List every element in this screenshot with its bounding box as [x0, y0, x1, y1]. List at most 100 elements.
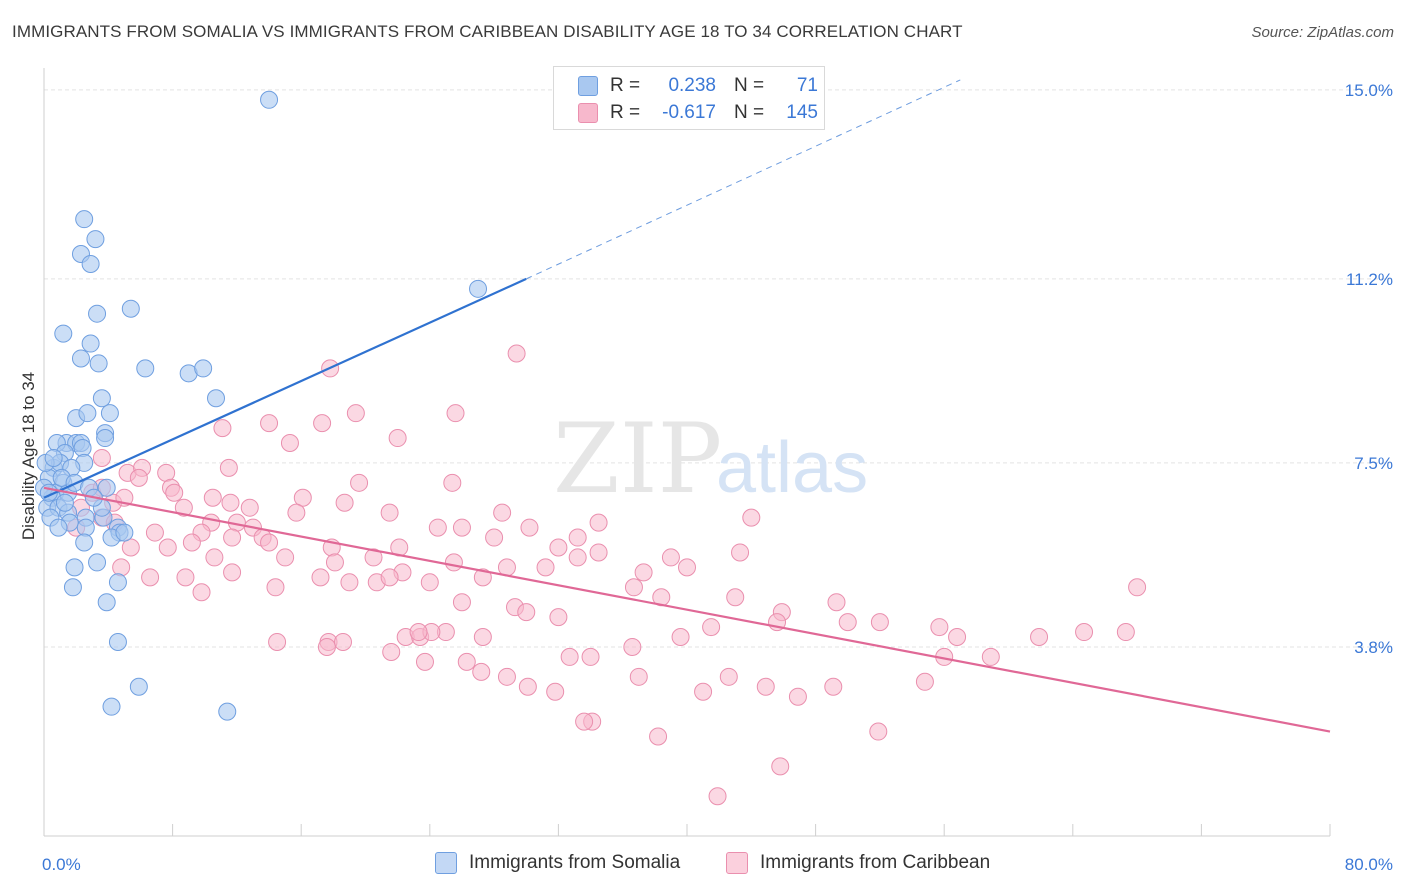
caribbean-point	[581, 647, 600, 666]
caribbean-point	[788, 687, 807, 706]
caribbean-point	[452, 518, 471, 537]
somalia-point	[49, 518, 68, 537]
caribbean-point	[824, 677, 843, 696]
caribbean-point	[240, 498, 259, 517]
legend-n-value: 71	[796, 75, 818, 96]
legend-r-value: -0.617	[662, 102, 716, 123]
caribbean-point	[719, 667, 738, 686]
somalia-point	[88, 553, 107, 572]
somalia-point	[115, 523, 134, 542]
legend-label-caribbean: Immigrants from Caribbean	[760, 852, 991, 873]
caribbean-point	[507, 344, 526, 363]
caribbean-point	[473, 568, 492, 587]
somalia-point	[129, 677, 148, 696]
x-tick-label: 0.0%	[42, 855, 81, 874]
caribbean-point	[869, 722, 888, 741]
caribbean-point	[634, 563, 653, 582]
caribbean-point	[520, 518, 539, 537]
caribbean-point	[158, 538, 177, 557]
watermark-zip: ZIP	[553, 403, 722, 515]
caribbean-point	[346, 404, 365, 423]
somalia-point	[86, 230, 105, 249]
caribbean-point	[382, 642, 401, 661]
caribbean-point	[165, 483, 184, 502]
caribbean-point	[771, 757, 790, 776]
x-tick-label: 80.0%	[1345, 855, 1393, 874]
caribbean-point	[546, 682, 565, 701]
somalia-trend-line	[43, 277, 527, 499]
chart-title: IMMIGRANTS FROM SOMALIA VS IMMIGRANTS FR…	[12, 22, 963, 41]
somalia-point	[89, 354, 108, 373]
somalia-point	[260, 90, 279, 109]
caribbean-point	[350, 473, 369, 492]
legend-n-label: N =	[734, 75, 765, 96]
somalia-point	[194, 359, 213, 378]
caribbean-point	[182, 533, 201, 552]
caribbean-point	[141, 568, 160, 587]
somalia-point	[75, 533, 94, 552]
caribbean-point	[145, 523, 164, 542]
caribbean-point	[568, 548, 587, 567]
caribbean-point	[1030, 628, 1049, 647]
somalia-point	[121, 299, 140, 318]
somalia-trend-extension	[526, 79, 961, 280]
watermark: ZIP atlas	[553, 403, 868, 515]
caribbean-point	[415, 652, 434, 671]
caribbean-point	[589, 543, 608, 562]
caribbean-point	[742, 508, 761, 527]
caribbean-point	[380, 568, 399, 587]
caribbean-point	[121, 538, 140, 557]
grid-layer	[44, 89, 1395, 648]
somalia-point	[97, 593, 116, 612]
caribbean-point	[629, 667, 648, 686]
caribbean-point	[203, 488, 222, 507]
caribbean-point	[340, 573, 359, 592]
caribbean-point	[176, 568, 195, 587]
somalia-point	[73, 439, 92, 457]
chart-source: Source: ZipAtlas.com	[1251, 24, 1394, 41]
somalia-point	[136, 359, 155, 378]
caribbean-point	[335, 493, 354, 512]
y-axis-label: Disability Age 18 to 34	[19, 372, 38, 540]
somalia-point	[108, 573, 127, 592]
caribbean-point	[364, 548, 383, 567]
caribbean-point	[517, 603, 536, 622]
caribbean-point	[756, 677, 775, 696]
caribbean-point	[549, 608, 568, 627]
caribbean-point	[948, 628, 967, 647]
caribbean-point	[1128, 578, 1147, 597]
caribbean-point	[443, 473, 462, 492]
somalia-point	[63, 578, 82, 597]
caribbean-point	[157, 463, 176, 482]
caribbean-point	[260, 533, 279, 552]
caribbean-point	[409, 623, 428, 642]
somalia-point	[92, 389, 111, 408]
somalia-point	[207, 389, 226, 408]
caribbean-point	[915, 672, 934, 691]
caribbean-point	[266, 578, 285, 597]
trend-layer	[43, 79, 1331, 733]
legend-n-label: N =	[734, 102, 765, 123]
somalia-point	[65, 558, 84, 577]
caribbean-point	[649, 727, 668, 746]
caribbean-point	[313, 414, 332, 433]
caribbean-point	[452, 593, 471, 612]
legend-row-somalia: R = 0.238 N = 71	[578, 74, 818, 98]
caribbean-point	[473, 628, 492, 647]
legend-swatch-caribbean	[726, 852, 748, 874]
stats-legend: R = 0.238 N = 71 R = -0.617 N = 145	[553, 66, 825, 130]
somalia-point	[100, 404, 119, 423]
caribbean-point	[420, 573, 439, 592]
legend-swatch-caribbean	[578, 103, 598, 123]
caribbean-point	[623, 637, 642, 656]
caribbean-trend-line	[43, 486, 1331, 733]
caribbean-point	[1116, 623, 1135, 642]
caribbean-point	[1075, 623, 1094, 642]
caribbean-point	[223, 563, 242, 582]
caribbean-point	[549, 538, 568, 557]
caribbean-point	[518, 677, 537, 696]
caribbean-point	[661, 548, 680, 567]
caribbean-point	[428, 518, 447, 537]
somalia-point	[54, 324, 73, 343]
